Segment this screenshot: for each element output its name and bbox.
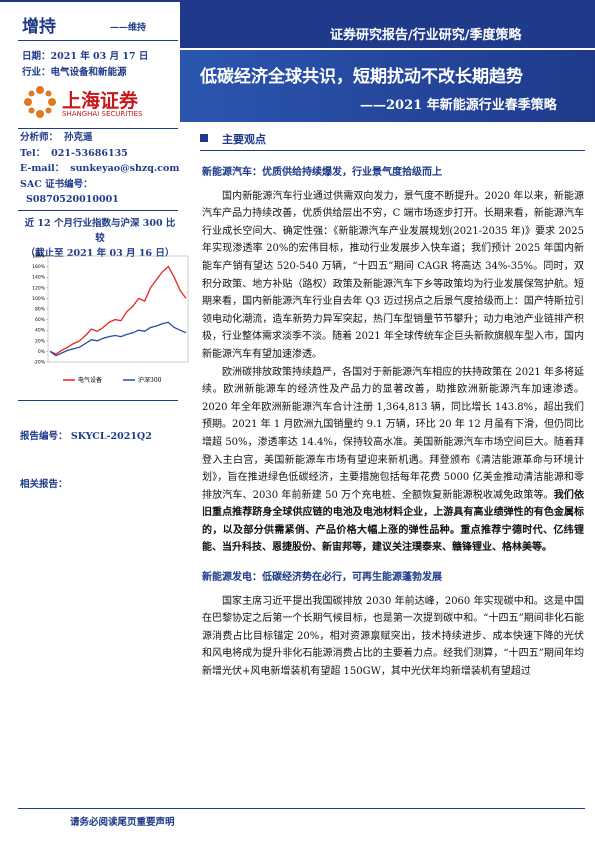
value: 021-53686135: [51, 147, 128, 159]
paragraph-text: 欧洲碳排放政策持续趋严，各国对于新能源汽车相应的扶持政策在 2021 年多将延续…: [202, 366, 584, 501]
y-tick-label: 0%: [38, 349, 46, 355]
main-points: 主要观点: [222, 133, 266, 146]
y-tick-label: -20%: [33, 360, 45, 366]
paragraph: 国内新能源汽车行业通过供需双向发力，景气度不断提升。2020 年以来，新能源汽车…: [202, 188, 584, 364]
industry: 行业：电气设备和新能源: [22, 67, 127, 78]
label: SAC 证书编号：: [20, 178, 93, 190]
section-heading: 新能源汽车：优质供给持续爆发，行业景气度拾级而上: [202, 167, 442, 178]
paragraph: 国家主席习近平提出我国碳排放 2030 年前达峰，2060 年实现碳中和。这是中…: [202, 593, 584, 681]
legend-label: 沪深300: [138, 376, 162, 384]
y-tick-label: 40%: [35, 328, 46, 334]
y-tick-label: 180%: [32, 254, 46, 260]
chart-title-line: 近 12 个月行业指数与沪深 300 比较: [24, 218, 176, 244]
value: SKYCL-2021Q2: [70, 431, 152, 442]
value: S0870520010001: [26, 194, 119, 205]
y-tick-label: 160%: [32, 264, 46, 270]
paragraph: 欧洲碳排放政策持续趋严，各国对于新能源汽车相应的扶持政策在 2021 年多将延续…: [202, 364, 584, 558]
analyst-row: E-mail： sunkeyao@shzq.com: [20, 161, 180, 177]
label: 分析师：: [20, 132, 59, 143]
footer-rule: [18, 808, 585, 809]
rule: [18, 40, 178, 41]
value: sunkeyao@shzq.com: [70, 163, 180, 174]
chart: -20% 0% 20% 40% 60% 80% 100% 120% 140% 160% 180% 电气…: [32, 254, 189, 384]
related: 相关报告：: [20, 479, 68, 490]
y-tick-label: 60%: [35, 317, 46, 323]
logo-cn: 上海证券: [62, 90, 139, 112]
logo-mark: [24, 86, 56, 118]
rule: [18, 400, 178, 401]
body: 新能源汽车：优质供给持续爆发，行业景气度拾级而上国内新能源汽车行业通过供需双向发…: [202, 160, 584, 795]
analyst-block: 分析师： 孙克遥 Tel： 021-53686135 E-mail： sunkeyao@s…: [20, 130, 180, 208]
banner-bar: [180, 0, 595, 48]
y-tick-label: 80%: [35, 307, 46, 313]
date: 日期：2021 年 03 月 17 日: [22, 51, 149, 62]
y-tick-label: 100%: [32, 296, 46, 302]
rating-prev: ——维持: [110, 23, 147, 33]
bullet: [200, 134, 208, 142]
section-heading: 新能源发电：低碳经济势在必行，可再生能源蓬勃发展: [202, 572, 442, 584]
rule: [200, 150, 585, 151]
label: Tel：: [20, 147, 46, 159]
report-title: 低碳经济全球共识，短期扰动不改长期趋势: [200, 67, 523, 87]
report-no: 报告编号： SKYCL-2021Q2: [20, 428, 152, 442]
label: 报告编号：: [20, 431, 68, 442]
legend-label: 电气设备: [78, 376, 102, 384]
series-line: [49, 265, 187, 355]
paragraph-text: 国家主席习近平提出我国碳排放 2030 年前达峰，2060 年实现碳中和。这是中…: [202, 595, 584, 678]
rating: 增持: [22, 17, 56, 37]
chart-title: 近 12 个月行业指数与沪深 300 比较 （截止至 2021 年 03 月 16…: [20, 216, 180, 261]
rule: [18, 210, 178, 211]
logo-en: SHANGHAI SECURITIES: [62, 110, 143, 118]
y-tick-label: 140%: [32, 275, 46, 281]
title-banner: [180, 50, 595, 122]
banner-text: 证券研究报告/行业研究/季度策略: [330, 28, 522, 43]
series-line: [49, 321, 187, 357]
analyst-row: Tel： 021-53686135: [20, 146, 180, 162]
value: 孙克遥: [64, 132, 93, 143]
label: E-mail：: [20, 163, 65, 174]
report-subtitle: ——2021 年新能源行业春季策略: [360, 98, 557, 113]
analyst-row: 分析师： 孙克遥: [20, 130, 180, 146]
y-tick-label: 20%: [35, 338, 46, 344]
emphasis: 我们依旧重点推荐跻身全球供应链的电池及电池材料企业，上游具有高业绩弹性的有色金属…: [202, 489, 584, 554]
rule: [18, 128, 178, 129]
paragraph-text: 国内新能源汽车行业通过供需双向发力，景气度不断提升。2020 年以来，新能源汽车…: [202, 190, 584, 360]
footer: 请务必阅读尾页重要声明: [70, 817, 175, 828]
analyst-row: SAC 证书编号： S0870520010001: [20, 177, 180, 208]
chart-title-line: （截止至 2021 年 03 月 16 日）: [25, 248, 175, 259]
y-tick-label: 120%: [32, 285, 46, 291]
